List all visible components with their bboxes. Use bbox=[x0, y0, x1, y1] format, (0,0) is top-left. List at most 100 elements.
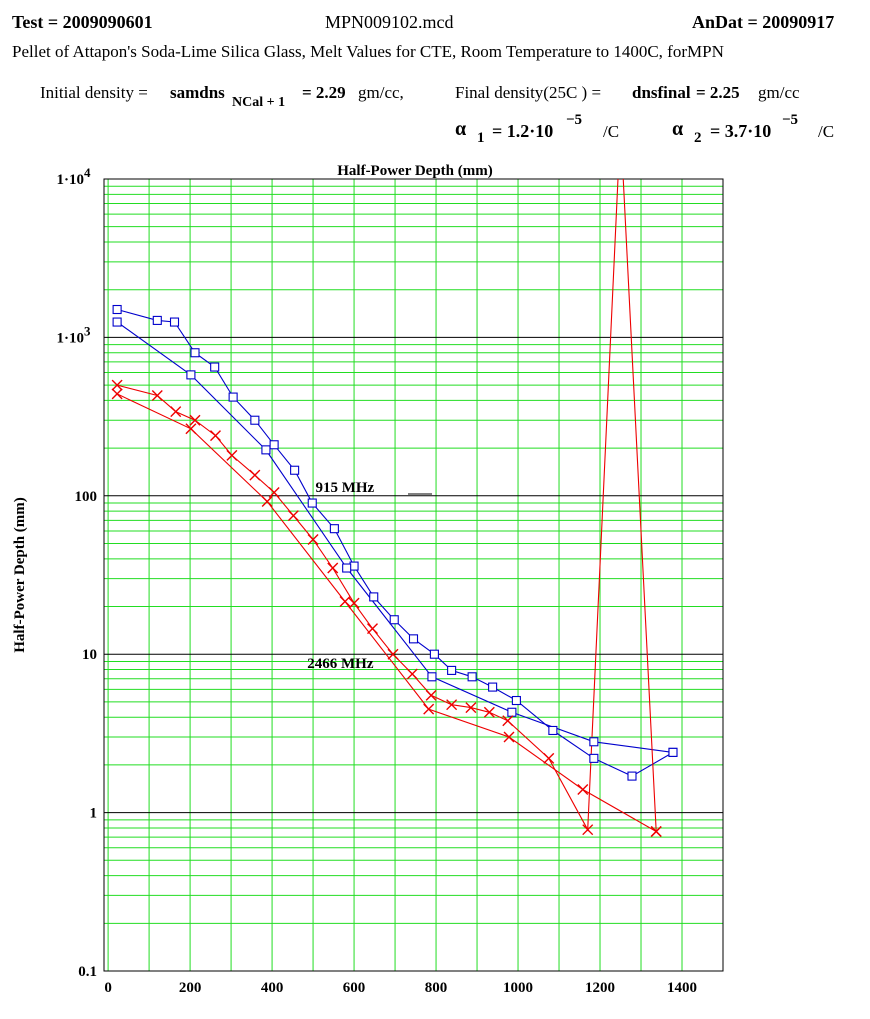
series-line-4 bbox=[116, 393, 657, 832]
data-point bbox=[210, 430, 221, 442]
alpha2-sub: 2 bbox=[694, 130, 702, 146]
data-point bbox=[483, 706, 495, 718]
initial-density-var: samdns bbox=[170, 83, 225, 102]
y-tick-exponent: 4 bbox=[84, 165, 91, 180]
data-point bbox=[503, 731, 515, 743]
data-point bbox=[307, 533, 319, 545]
analysis-date: AnDat = 20090917 bbox=[692, 12, 835, 32]
y-axis-label: Half-Power Depth (mm) bbox=[12, 497, 28, 653]
data-point bbox=[249, 469, 261, 481]
data-point bbox=[548, 725, 558, 736]
alpha2-value: = 3.7·10 bbox=[710, 121, 772, 141]
data-point bbox=[170, 406, 182, 418]
data-point bbox=[467, 672, 477, 682]
data-point bbox=[406, 668, 418, 680]
data-point bbox=[287, 510, 299, 522]
series-line-2 bbox=[116, 321, 674, 753]
data-point bbox=[589, 737, 599, 747]
data-point bbox=[423, 703, 435, 715]
data-point bbox=[369, 592, 379, 602]
y-tick-label: 1·10 bbox=[56, 330, 84, 346]
data-point bbox=[348, 597, 360, 609]
data-point bbox=[589, 753, 599, 763]
data-point bbox=[268, 486, 280, 498]
data-point bbox=[111, 379, 123, 391]
alpha1-sub: 1 bbox=[477, 130, 485, 146]
data-point bbox=[112, 317, 122, 327]
data-point bbox=[650, 825, 662, 837]
x-tick-label: 1200 bbox=[585, 980, 615, 996]
alpha2-unit: /C bbox=[818, 122, 835, 141]
data-point bbox=[543, 752, 555, 764]
chart-title: Half-Power Depth (mm) bbox=[337, 163, 493, 179]
file-name: MPN009102.mcd bbox=[325, 12, 454, 32]
x-tick-label: 800 bbox=[425, 980, 448, 996]
data-point bbox=[408, 634, 419, 644]
data-point bbox=[210, 362, 220, 372]
data-point bbox=[169, 317, 180, 327]
initial-density-unit: gm/cc, bbox=[358, 83, 404, 102]
data-point bbox=[577, 783, 589, 795]
data-point bbox=[269, 440, 279, 450]
y-tick-label: 10 bbox=[82, 647, 97, 663]
data-point bbox=[582, 824, 594, 836]
data-point bbox=[152, 315, 162, 325]
x-tick-label: 1000 bbox=[503, 980, 533, 996]
annotation-label: 915 MHz bbox=[315, 480, 374, 496]
x-tick-label: 600 bbox=[343, 980, 366, 996]
chart-markers bbox=[111, 304, 678, 837]
data-point bbox=[228, 392, 238, 402]
data-point bbox=[327, 562, 339, 574]
data-point bbox=[307, 498, 317, 508]
data-point bbox=[447, 665, 457, 675]
y-tick-exponent: 3 bbox=[84, 323, 91, 338]
final-density-unit: gm/cc bbox=[758, 83, 800, 102]
series-line-3 bbox=[116, 179, 657, 832]
data-point bbox=[342, 563, 352, 573]
y-tick-label: 100 bbox=[75, 489, 98, 505]
y-tick-label: 1·10 bbox=[56, 172, 84, 188]
alpha2-exp: −5 bbox=[782, 112, 799, 128]
data-point bbox=[349, 561, 359, 571]
data-point bbox=[261, 445, 271, 455]
alpha1-unit: /C bbox=[603, 122, 620, 141]
plot-frame bbox=[103, 178, 724, 972]
final-density-value: = 2.25 bbox=[696, 83, 740, 102]
final-density-var: dnsfinal bbox=[632, 83, 691, 102]
y-tick-label: 0.1 bbox=[78, 964, 97, 980]
initial-density-value: = 2.29 bbox=[302, 83, 346, 102]
data-point bbox=[339, 596, 351, 608]
data-point bbox=[112, 304, 122, 315]
data-point bbox=[427, 672, 437, 682]
data-point bbox=[151, 389, 163, 401]
test-id: Test = 2009090601 bbox=[12, 12, 153, 32]
data-point bbox=[446, 699, 458, 711]
alpha1-exp: −5 bbox=[566, 112, 583, 128]
data-point bbox=[189, 414, 201, 426]
annotation-label: 2466 MHz bbox=[307, 656, 374, 672]
data-point bbox=[389, 615, 399, 625]
x-tick-label: 400 bbox=[261, 980, 284, 996]
data-point bbox=[185, 423, 197, 435]
data-point bbox=[502, 715, 514, 727]
data-point bbox=[627, 771, 637, 781]
initial-density-label: Initial density = bbox=[40, 83, 148, 102]
initial-density-sub: NCal + 1 bbox=[232, 95, 286, 110]
data-point bbox=[465, 702, 477, 714]
alpha2-symbol: α bbox=[672, 118, 684, 140]
data-point bbox=[111, 388, 123, 400]
data-point bbox=[367, 623, 379, 635]
x-tick-label: 0 bbox=[104, 980, 112, 996]
data-point bbox=[429, 649, 439, 659]
data-point bbox=[387, 648, 399, 660]
alpha1-value: = 1.2·10 bbox=[492, 121, 554, 141]
data-point bbox=[488, 682, 498, 692]
x-tick-label: 200 bbox=[179, 980, 202, 996]
data-point bbox=[290, 465, 300, 475]
y-tick-label: 1 bbox=[90, 806, 98, 822]
data-point bbox=[329, 524, 339, 534]
final-density-label: Final density(25C ) = bbox=[455, 83, 602, 102]
description: Pellet of Attapon's Soda-Lime Silica Gla… bbox=[12, 42, 724, 61]
